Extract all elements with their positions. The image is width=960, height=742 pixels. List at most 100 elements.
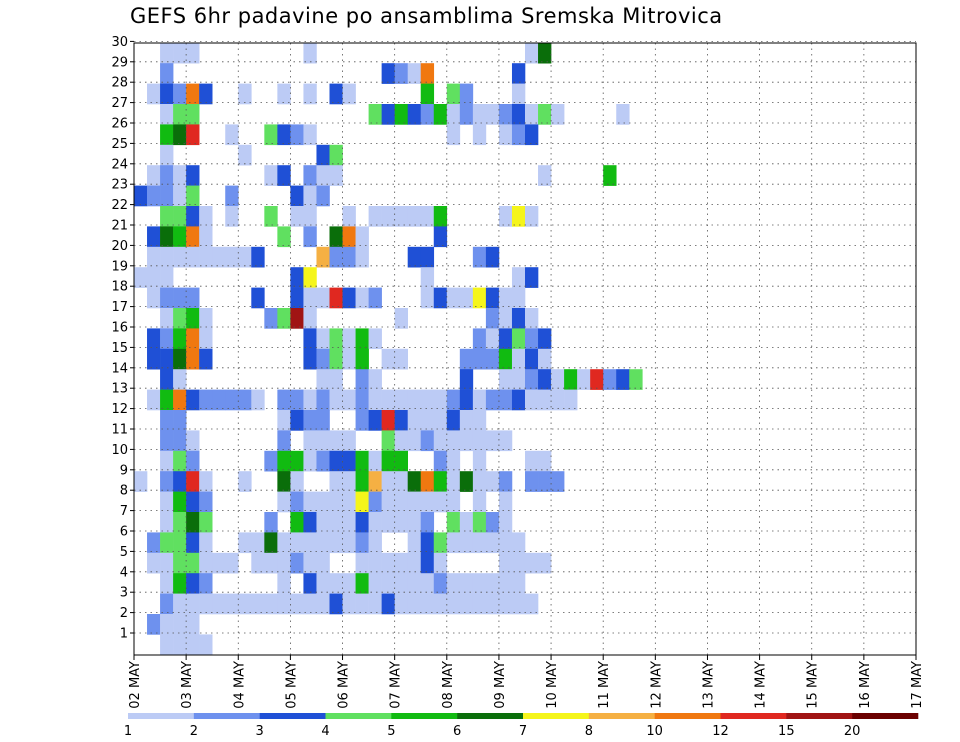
x-tick-label: 17 MAY [910,661,925,709]
heatmap-cell [394,593,408,615]
colorbar-swatch [852,713,919,719]
x-tick-label: 14 MAY [754,661,769,709]
y-tick-label: 29 [111,55,128,70]
heatmap-cell [433,430,448,452]
heatmap-cell [459,389,474,411]
heatmap-cell [173,83,187,105]
y-tick-label: 8 [120,484,128,499]
colorbar-label: 5 [387,724,395,739]
heatmap-cell [303,532,317,554]
heatmap-cell [212,246,226,268]
heatmap-cell [525,348,539,370]
heatmap-cell [173,552,187,574]
heatmap-cell [525,593,539,615]
heatmap-cell [199,512,213,533]
heatmap-cell [459,83,474,105]
y-tick-label: 1 [120,627,128,642]
heatmap-cell [355,552,369,574]
heatmap-cell [498,389,513,411]
heatmap-cell [446,532,461,554]
y-tick-label: 26 [111,117,128,132]
heatmap-cell [394,552,408,574]
heatmap-cell [329,532,343,554]
heatmap-cell [173,246,187,268]
heatmap-cell [446,124,461,146]
heatmap-cell [277,308,291,329]
heatmap-cell [355,532,369,554]
heatmap-cell [173,206,187,227]
heatmap-cell [199,471,213,492]
heatmap-cell [225,206,239,227]
heatmap-cells [134,42,643,656]
y-tick-label: 25 [111,137,128,152]
heatmap-cell [147,287,161,309]
heatmap-cell [147,552,161,574]
heatmap-cell [498,328,513,350]
heatmap-cell [485,532,500,554]
heatmap-cell [303,124,317,146]
colorbar-swatch [391,713,458,719]
heatmap-cell [420,83,435,105]
heatmap-cell [329,512,343,533]
heatmap-cell [186,532,200,554]
x-tick-label: 04 MAY [232,661,247,709]
heatmap-cell [173,430,187,452]
y-tick-label: 17 [111,300,128,315]
colorbar-label: 12 [712,724,729,739]
heatmap-cell [355,573,369,594]
colorbar-swatch [457,713,524,719]
heatmap-cell [186,83,200,105]
heatmap-cell [420,287,435,309]
heatmap-cell [264,450,278,472]
heatmap-cell [394,471,408,492]
heatmap-cell [446,491,461,513]
heatmap-cell [459,430,474,452]
heatmap-cell [420,430,435,452]
heatmap-cell [186,124,200,146]
heatmap-cell [160,348,174,370]
heatmap-cell [564,369,578,390]
heatmap-cell [238,246,252,268]
heatmap-cell [420,552,435,574]
heatmap-cell [316,512,330,533]
heatmap-cell [134,471,148,492]
heatmap-cell [303,226,317,248]
heatmap-cell [407,593,422,615]
heatmap-cell [147,267,161,288]
y-tick-label: 20 [111,239,128,254]
heatmap-cell [420,63,435,84]
heatmap-cell [160,206,174,227]
x-tick-label: 02 MAY [128,661,143,709]
heatmap-cell [160,369,174,390]
heatmap-cell [368,491,382,513]
heatmap-cell [525,267,539,288]
heatmap-cell [303,573,317,594]
heatmap-cell [290,593,304,615]
heatmap-cell [394,389,408,411]
heatmap-cell [407,206,422,227]
heatmap-cell [368,104,382,125]
heatmap-cell [212,593,226,615]
heatmap-cell [538,471,552,492]
heatmap-cell [472,246,487,268]
heatmap-cell [498,206,513,227]
heatmap-cell [355,389,369,411]
heatmap-cell [290,410,304,431]
heatmap-cell [199,308,213,329]
heatmap-cell [199,552,213,574]
heatmap-cell [433,206,448,227]
heatmap-cell [446,104,461,125]
heatmap-cell [538,348,552,370]
y-tick-label: 24 [111,157,128,172]
heatmap-cell [173,634,187,656]
heatmap-cell [303,308,317,329]
heatmap-cell [160,634,174,656]
heatmap-cell [303,430,317,452]
heatmap-cell [225,593,239,615]
heatmap-cell [186,104,200,125]
heatmap-cell [160,308,174,329]
colorbar-label: 3 [256,724,264,739]
heatmap-cell [277,165,291,186]
heatmap-cell [394,512,408,533]
heatmap-cell [472,104,487,125]
